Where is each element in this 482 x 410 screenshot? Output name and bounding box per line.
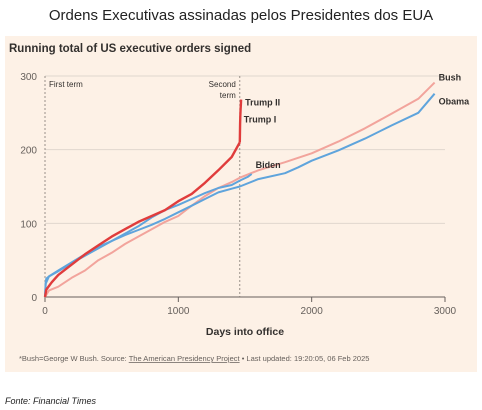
footnote-source-link[interactable]: The American Presidency Project <box>129 354 241 363</box>
series-label-trump-ii: Trump II <box>245 98 280 108</box>
chart-footnote: *Bush=George W Bush. Source: The America… <box>19 354 369 363</box>
x-tick-label: 2000 <box>301 306 324 317</box>
series-line-trump-ii <box>238 99 243 143</box>
series-line-trump-i <box>43 141 241 298</box>
series-lines <box>43 81 436 298</box>
x-tick-label: 1000 <box>167 306 190 317</box>
series-label-trump-i: Trump I <box>244 114 277 124</box>
footnote-prefix: *Bush=George W Bush. Source: <box>19 354 129 363</box>
source-note: Fonte: Financial Times <box>5 396 96 406</box>
footnote-suffix: • Last updated: 19:20:05, 06 Feb 2025 <box>240 354 370 363</box>
line-chart: Running total of US executive orders sig… <box>9 43 470 363</box>
gridlines <box>44 75 446 302</box>
series-label-biden: Biden <box>256 160 281 170</box>
x-tick-label: 0 <box>42 306 48 317</box>
term-marker-label: term <box>220 91 236 100</box>
series-label-bush: Bush <box>439 73 462 83</box>
x-tick-label: 3000 <box>434 306 457 317</box>
y-tick-label: 100 <box>20 219 37 230</box>
series-label-obama: Obama <box>439 97 471 107</box>
chart-panel: Running total of US executive orders sig… <box>5 36 477 372</box>
term-marker-label: Second <box>209 80 236 89</box>
chart-title: Running total of US executive orders sig… <box>9 43 251 55</box>
y-tick-label: 300 <box>20 72 37 83</box>
series-line-biden <box>44 173 253 298</box>
term-marker-label: First term <box>49 80 83 89</box>
y-tick-label: 0 <box>31 293 37 304</box>
page-title: Ordens Executivas assinadas pelos Presid… <box>48 7 434 24</box>
series-labels: Bush Obama Trump I Trump II Biden <box>244 73 470 170</box>
y-tick-label: 200 <box>20 146 37 157</box>
x-axis-label: Days into office <box>206 326 284 338</box>
